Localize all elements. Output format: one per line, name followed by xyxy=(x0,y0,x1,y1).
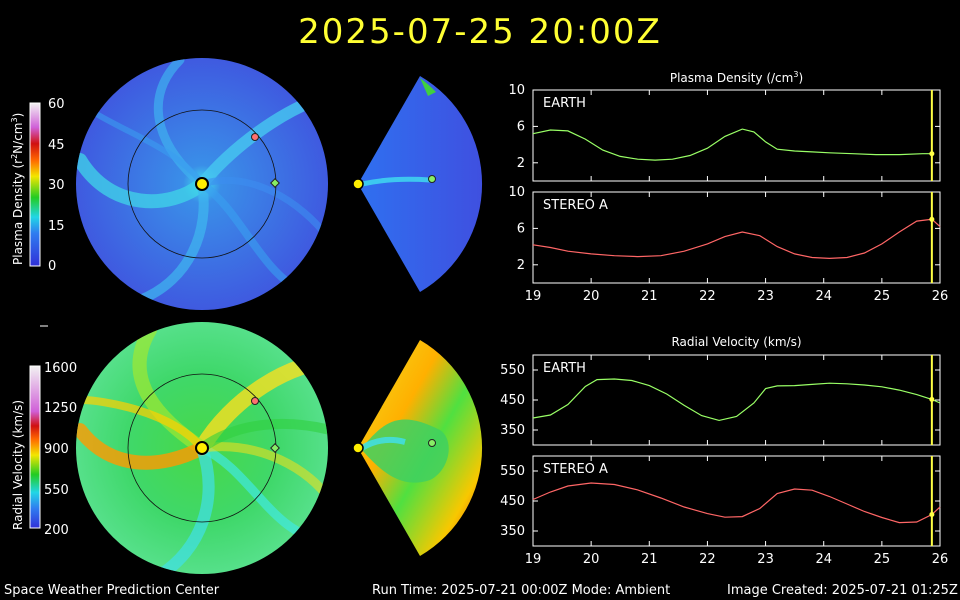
x-tick-label: 19 xyxy=(525,552,542,567)
sun-marker xyxy=(195,177,209,191)
y-tick-label: 2 xyxy=(517,156,525,171)
density-wedge-feature xyxy=(420,78,436,96)
density-meridional-wedge xyxy=(352,76,483,292)
chart-title-0: Plasma Density (/cm3) xyxy=(670,70,803,85)
y-tick-label: 6 xyxy=(517,221,525,236)
stereo-a-marker-velocity xyxy=(251,397,259,405)
y-tick-label: 450 xyxy=(500,393,525,408)
velocity-tick-200: 200 xyxy=(44,523,69,538)
footer-org: Space Weather Prediction Center xyxy=(4,583,220,598)
y-tick-label: 2 xyxy=(517,258,525,273)
density-colorbar-label: Plasma Density (r2N/cm3) xyxy=(10,113,25,265)
x-tick-label: 25 xyxy=(874,289,891,304)
y-tick-label: 6 xyxy=(517,119,525,134)
velocity-tick-550: 550 xyxy=(44,483,69,498)
forecast-timestamp: 2025-07-25 20:00Z xyxy=(298,12,662,52)
series-line-earth xyxy=(532,128,932,161)
time-series-charts: Plasma Density (/cm3) 10 6 2 EARTH 10 6 2 STEREO… xyxy=(500,70,948,567)
footer-run-time: Run Time: 2025-07-21 00:00Z Mode: Ambien… xyxy=(372,583,671,598)
density-ecliptic-disk xyxy=(76,58,328,310)
earth-marker-velocity-wedge xyxy=(428,439,436,447)
velocity-tick-1250: 1250 xyxy=(44,401,77,416)
y-tick-label: 550 xyxy=(500,363,525,378)
velocity-colorbar-label: Radial Velocity (km/s) xyxy=(11,400,25,530)
x-tick-label: 26 xyxy=(932,289,949,304)
density-tick-30: 30 xyxy=(48,178,65,193)
panel-frame xyxy=(532,191,941,284)
x-tick-label: 22 xyxy=(699,289,716,304)
earth-marker-wedge xyxy=(428,175,436,183)
velocity-tick-900: 900 xyxy=(44,442,69,457)
sun-marker-velocity xyxy=(195,441,209,455)
velocity-tick-1600: 1600 xyxy=(44,361,77,376)
chart-title-1: Radial Velocity (km/s) xyxy=(671,335,801,349)
series-line-earth xyxy=(532,378,941,422)
x-tick-label: 24 xyxy=(815,552,832,567)
density-wedge-stream xyxy=(361,176,431,187)
y-tick-label: 450 xyxy=(500,494,525,509)
panel-label: EARTH xyxy=(543,361,586,376)
current-time-point xyxy=(929,512,935,517)
panel-0-earth: 10 6 2 EARTH xyxy=(508,83,941,182)
earth-marker-velocity xyxy=(270,443,280,453)
density-tick-15: 15 xyxy=(48,219,65,234)
sun-marker-velocity-wedge xyxy=(352,442,364,454)
panel-0-stereo-a: 10 6 2 STEREO A xyxy=(508,185,941,284)
x-tick-label: 19 xyxy=(525,289,542,304)
panel-1-earth: 550 450 350 EARTH xyxy=(500,354,941,446)
current-time-point xyxy=(929,216,935,222)
current-time-point xyxy=(929,396,935,402)
series-line-stereo-a xyxy=(532,482,941,524)
y-tick-label: 350 xyxy=(500,423,525,438)
x-tick-label: 20 xyxy=(583,552,600,567)
x-tick-label: 21 xyxy=(641,289,658,304)
panel-frame xyxy=(532,354,941,446)
stereo-a-marker xyxy=(251,133,259,141)
y-tick-label: 350 xyxy=(500,524,525,539)
x-tick-label: 23 xyxy=(757,289,774,304)
velocity-colorbar-gradient xyxy=(29,365,41,529)
series-line-stereo-a xyxy=(532,218,941,260)
velocity-wedge-feature xyxy=(362,419,449,483)
x-tick-label: 24 xyxy=(815,289,832,304)
density-tick-0: 0 xyxy=(48,259,56,274)
current-time-point xyxy=(929,151,935,157)
panel-label: STEREO A xyxy=(543,198,608,213)
y-tick-label: 10 xyxy=(508,83,525,98)
earth-marker xyxy=(270,178,280,188)
footer-image-created: Image Created: 2025-07-21 01:25Z xyxy=(727,583,958,598)
x-tick-label: 23 xyxy=(757,552,774,567)
velocity-ecliptic-disk xyxy=(76,322,328,574)
x-tick-label: 20 xyxy=(583,289,600,304)
x-tick-label: 21 xyxy=(641,552,658,567)
density-colorbar-gradient xyxy=(29,102,41,267)
panel-frame xyxy=(532,89,941,182)
x-tick-label: 25 xyxy=(874,552,891,567)
panel-label: STEREO A xyxy=(543,462,608,477)
y-tick-label: 550 xyxy=(500,464,525,479)
density-tick-45: 45 xyxy=(48,138,65,153)
x-tick-label: 26 xyxy=(932,552,949,567)
x-tick-label: 22 xyxy=(699,552,716,567)
velocity-colorbar: 1600 1250 900 550 200 Radial Velocity (k… xyxy=(11,361,77,538)
panel-1-stereo-a: 550 450 350 STEREO A xyxy=(500,455,941,547)
sun-marker-wedge xyxy=(352,178,364,190)
density-colorbar: 60 45 30 15 0 Plasma Density (r2N/cm3) xyxy=(10,97,65,274)
velocity-wedge-stream xyxy=(360,437,406,451)
density-tick-60: 60 xyxy=(48,97,65,112)
y-tick-label: 10 xyxy=(508,185,525,200)
panel-label: EARTH xyxy=(543,96,586,111)
density-wedge-background xyxy=(358,76,483,292)
velocity-meridional-wedge xyxy=(352,340,483,556)
